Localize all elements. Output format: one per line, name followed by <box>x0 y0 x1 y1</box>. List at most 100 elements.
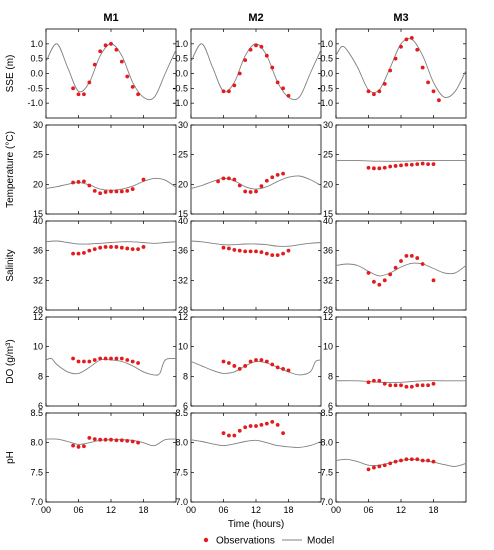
panel-frame <box>335 124 467 215</box>
observation-point <box>270 362 275 367</box>
observation-point <box>264 53 269 58</box>
observation-point <box>109 41 113 46</box>
observation-point <box>125 246 130 251</box>
observation-point <box>254 424 258 428</box>
observation-point <box>393 164 398 168</box>
observation-point <box>87 436 92 440</box>
legend-observations-marker <box>203 537 209 543</box>
panel-sse-m2: -1.0 -0.5 0.0 0.5 1.0 <box>172 28 322 119</box>
observation-point <box>264 178 269 183</box>
observation-point <box>232 433 237 438</box>
ytick-label: -1.0 <box>172 98 188 108</box>
observation-point <box>248 249 253 254</box>
ytick-label: 25 <box>33 150 43 160</box>
observation-point <box>248 424 253 428</box>
panel-ph-m3: 7.0 7.5 8.0 8.5 00 06 12 18 <box>320 408 467 515</box>
observation-point <box>232 248 237 252</box>
panel-do-m2: 6 8 10 12 <box>178 312 322 411</box>
observation-point <box>437 98 441 103</box>
panel-do-m3: 6 8 10 12 <box>323 312 467 411</box>
observation-point <box>248 190 253 194</box>
ytick-label: 0.0 <box>175 69 188 79</box>
observation-point <box>382 165 387 170</box>
ytick-label: 6 <box>183 401 188 411</box>
observation-point <box>415 256 420 260</box>
observation-point <box>76 359 81 364</box>
model-line <box>335 380 466 383</box>
observation-point <box>264 251 269 256</box>
observation-point <box>409 162 414 167</box>
observation-point <box>415 457 420 462</box>
ytick-label: 7.5 <box>320 467 333 477</box>
observation-point <box>119 59 124 64</box>
ylabel-do: DO (g/m³) <box>5 339 16 383</box>
observation-point <box>399 458 403 463</box>
observation-point <box>119 356 124 361</box>
observation-point <box>254 358 258 362</box>
observation-point <box>281 367 285 371</box>
observation-point <box>431 381 436 386</box>
observation-point <box>243 58 248 63</box>
observation-point <box>76 444 81 449</box>
ytick-label: 10 <box>33 342 43 352</box>
panel-frame <box>335 220 467 311</box>
ylabel-salinity: Salinity <box>5 249 16 281</box>
observation-point <box>420 65 425 70</box>
observation-point <box>103 190 108 194</box>
xlabel: Time (hours) <box>228 519 284 530</box>
ytick-label: 1.0 <box>175 39 188 49</box>
observation-point <box>372 279 376 284</box>
xtick-label: 12 <box>251 505 261 515</box>
observation-point <box>420 262 425 266</box>
panel-temperature-m2: 15 20 25 30 <box>178 120 322 219</box>
legend-model-label: Model <box>307 536 334 547</box>
observation-point <box>393 383 398 388</box>
panel-temperature-m3: 15 20 25 30 <box>323 120 467 219</box>
observation-point <box>426 80 430 85</box>
observation-point <box>227 433 231 438</box>
column-title-m3: M3 <box>393 12 408 24</box>
legend: Observations Model <box>203 536 334 547</box>
observation-point <box>409 457 414 462</box>
observation-point <box>114 47 119 52</box>
ytick-label: 12 <box>33 312 43 322</box>
observation-point <box>87 248 92 253</box>
ytick-label: 36 <box>33 246 43 256</box>
xtick-label: 00 <box>41 505 51 515</box>
observation-point <box>76 92 81 97</box>
observation-point <box>426 458 430 463</box>
observation-point <box>114 189 119 194</box>
ytick-label: 15 <box>323 209 333 219</box>
observation-point <box>136 440 140 445</box>
ytick-label: 28 <box>323 305 333 315</box>
ytick-label: 0.5 <box>175 54 188 64</box>
panel-frame <box>335 316 467 407</box>
observation-point <box>254 43 258 48</box>
ytick-label: 8 <box>328 371 333 381</box>
observation-point <box>399 383 403 388</box>
xtick-label: 12 <box>106 505 116 515</box>
observation-point <box>237 71 242 76</box>
ytick-label: 8 <box>183 371 188 381</box>
observation-point <box>237 367 242 371</box>
observation-point <box>119 245 124 250</box>
ytick-label: 28 <box>33 305 43 315</box>
observation-point <box>130 247 135 252</box>
observation-point <box>426 383 430 388</box>
xtick-label: 18 <box>138 505 148 515</box>
model-line <box>190 439 322 448</box>
observation-point <box>71 86 75 91</box>
observation-point <box>71 180 75 185</box>
observation-point <box>281 171 285 176</box>
ytick-label: 32 <box>323 275 333 285</box>
ytick-label: 7.5 <box>175 467 188 477</box>
observation-point <box>130 187 135 191</box>
panel-frame <box>190 28 322 119</box>
ytick-label: 7.0 <box>320 497 333 507</box>
observation-point <box>237 248 242 253</box>
observation-point <box>426 162 430 167</box>
observation-point <box>92 247 97 252</box>
model-line <box>335 38 467 99</box>
observation-point <box>431 89 436 94</box>
observation-point <box>431 459 436 464</box>
